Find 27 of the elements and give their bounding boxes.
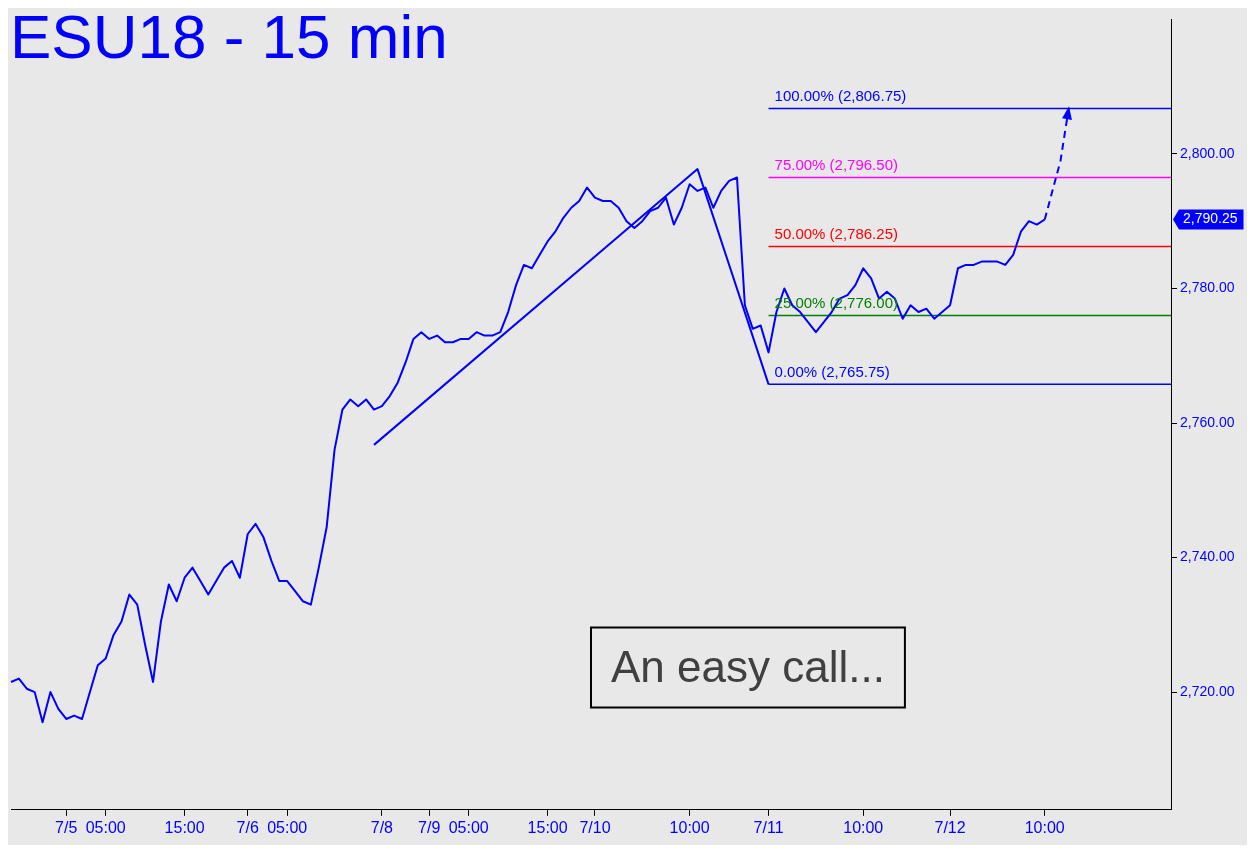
x-tick-label: 7/12 — [934, 818, 966, 836]
x-tick-label: 15:00 — [527, 818, 568, 836]
x-tick-label: 05:00 — [267, 818, 308, 836]
y-tick-label: 2,780.00 — [1180, 279, 1235, 296]
x-tick-label: 7/9 — [418, 818, 441, 836]
x-tick-label: 7/11 — [753, 818, 784, 836]
y-tick-label: 2,740.00 — [1180, 548, 1235, 565]
x-tick-label: 10:00 — [1024, 818, 1065, 836]
y-tick-label: 2,800.00 — [1180, 144, 1235, 161]
x-tick-label: 15:00 — [164, 818, 205, 836]
annotation: An easy call... — [611, 641, 885, 691]
series-label: 50.00% (2,786.25) — [774, 225, 898, 243]
y-tick-label: 2,720.00 — [1180, 682, 1235, 699]
x-tick-label: 10:00 — [669, 818, 710, 836]
series-label: 100.00% (2,806.75) — [774, 87, 907, 105]
x-tick-label: 05:00 — [85, 818, 126, 836]
x-tick-label: 7/5 — [55, 818, 78, 836]
series-label: 0.00% (2,765.75) — [774, 362, 890, 380]
x-tick-label: 05:00 — [448, 818, 489, 836]
x-tick-label: 7/6 — [236, 818, 259, 836]
x-tick-label: 10:00 — [843, 818, 884, 836]
y-tick-label: 2,760.00 — [1180, 413, 1235, 430]
x-tick-label: 7/8 — [370, 818, 394, 836]
x-tick-label: 7/10 — [579, 818, 611, 836]
chart-title: ESU18 - 15 min — [10, 2, 448, 72]
text: 2,790.25 — [1183, 210, 1238, 227]
series-label: 75.00% (2,796.50) — [774, 156, 898, 174]
